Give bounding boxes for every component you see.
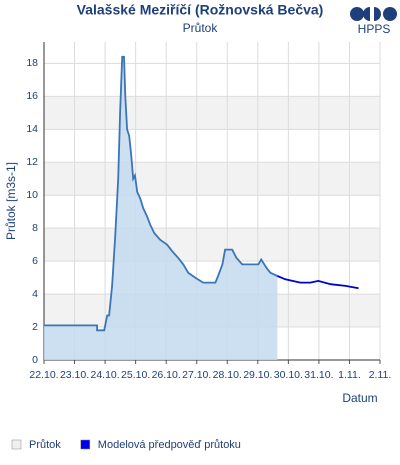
x-tick-label: 23.10. xyxy=(60,369,89,381)
y-tick-label: 2 xyxy=(32,321,38,333)
legend-swatch xyxy=(11,439,22,450)
line xyxy=(277,275,359,290)
x-tick-label: 25.10. xyxy=(121,369,150,381)
y-tick-label: 16 xyxy=(26,90,38,102)
legend-label: Průtok xyxy=(29,439,61,451)
line xyxy=(44,55,278,332)
y-tick-label: 0 xyxy=(32,354,38,366)
y-tick-label: 14 xyxy=(26,123,38,135)
y-tick-label: 6 xyxy=(32,255,38,267)
logo-text: HPPS xyxy=(358,22,391,36)
x-tick-label: 29.10. xyxy=(243,369,272,381)
x-tick-label: 1.11. xyxy=(338,369,361,381)
legend-label: Modelová předpověď průtoku xyxy=(98,439,241,451)
y-tick-label: 8 xyxy=(32,222,38,234)
x-tick-label: 26.10. xyxy=(152,369,181,381)
x-tick-label: 2.11. xyxy=(369,369,392,381)
y-axis-label: Průtok [m3s-1] xyxy=(4,162,18,240)
y-tick-label: 4 xyxy=(32,288,38,300)
chart-title: Valašské Meziříčí (Rožnovská Bečva) xyxy=(77,2,324,18)
legend-swatch xyxy=(80,439,91,450)
y-tick-label: 18 xyxy=(26,57,38,69)
logo: HPPS xyxy=(350,7,397,36)
grid-band xyxy=(44,96,380,130)
x-tick-label: 22.10. xyxy=(29,369,58,381)
x-tick-label: 31.10. xyxy=(304,369,333,381)
x-tick-label: 27.10. xyxy=(182,369,211,381)
grid-band xyxy=(44,162,380,196)
x-tick-label: 24.10. xyxy=(90,369,119,381)
chart-subtitle: Průtok xyxy=(183,21,219,35)
x-tick-label: 28.10. xyxy=(213,369,242,381)
legend: Průtok Modelová předpověď průtoku xyxy=(11,439,241,451)
area xyxy=(44,56,278,361)
y-tick-label: 12 xyxy=(26,156,38,168)
y-tick-label: 10 xyxy=(26,189,38,201)
grid-band xyxy=(44,228,380,262)
x-tick-label: 30.10. xyxy=(274,369,303,381)
x-axis-label: Datum xyxy=(342,391,377,405)
